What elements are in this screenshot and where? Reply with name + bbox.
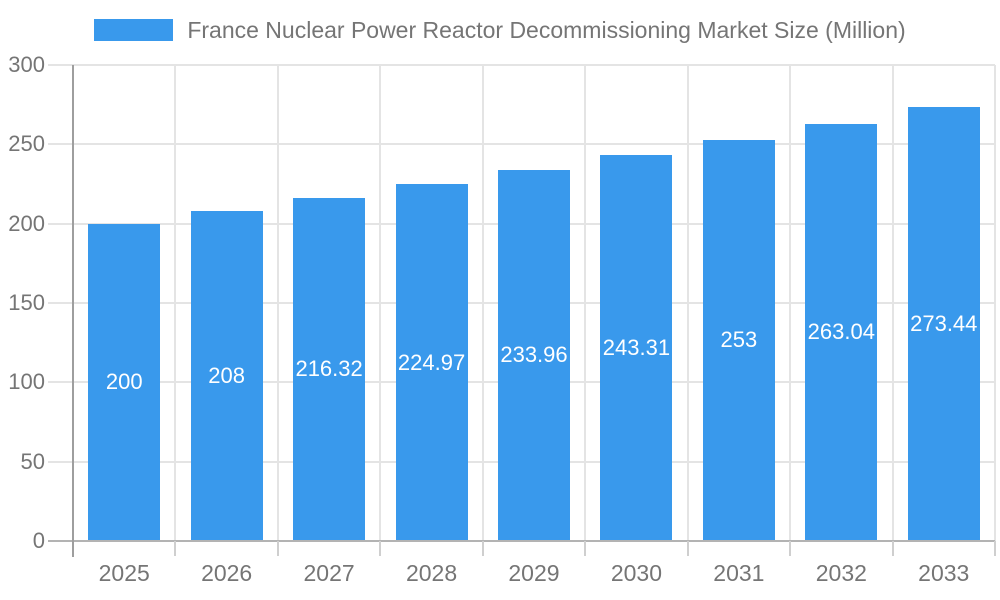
bar-2027[interactable] [293,197,366,541]
y-axis-tick-label: 0 [32,528,45,553]
gridline-horizontal [48,143,995,146]
bar-2032[interactable] [805,123,878,541]
gridline-vertical [891,65,894,541]
y-axis-tick-label: 200 [8,210,45,236]
x-axis-tick-label: 2030 [610,560,663,586]
gridline-vertical [481,65,484,541]
x-axis-tick-mark [686,541,689,556]
bar-2031[interactable] [702,139,775,541]
bar-2033[interactable] [907,107,980,541]
bar-2028[interactable] [395,184,468,541]
gridline-vertical [276,65,279,541]
bar-2030[interactable] [600,154,673,541]
x-axis-tick-mark [379,541,382,556]
x-axis-tick-label: 2025 [98,560,150,586]
x-axis-tick-mark [789,541,792,556]
legend: France Nuclear Power Reactor Decommissio… [0,8,1000,52]
x-axis-tick-label: 2032 [815,560,867,586]
x-axis-tick-label: 2027 [303,560,355,586]
bar-2029[interactable] [498,169,570,541]
legend-item[interactable]: France Nuclear Power Reactor Decommissio… [94,16,906,44]
bar-2025[interactable] [88,223,161,541]
gridline-vertical [379,65,382,541]
y-axis-line [72,65,74,557]
x-axis-tick-mark [994,541,996,556]
gridline-vertical [584,65,587,541]
y-axis-tick-label: 150 [8,290,45,315]
gridline-vertical [994,65,996,541]
gridline-horizontal [48,64,995,66]
x-axis-tick-label: 2026 [201,560,253,586]
y-axis-tick-label: 250 [8,131,45,157]
bar-2026[interactable] [190,210,263,541]
x-axis-tick-mark [174,541,177,556]
x-axis-tick-label: 2029 [508,560,560,586]
legend-swatch-icon [94,19,174,41]
x-axis-tick-label: 2033 [918,560,970,586]
y-axis-tick-label: 300 [8,52,45,77]
x-axis-tick-mark [481,541,484,556]
x-axis-tick-mark [584,541,587,556]
x-axis-tick-label: 2028 [405,560,458,586]
gridline-vertical [174,65,177,541]
y-axis-tick-label: 100 [8,369,45,395]
x-axis-tick-label: 2031 [713,560,765,586]
gridline-vertical [789,65,792,541]
gridline-vertical [686,65,689,541]
chart-title: France Nuclear Power Reactor Decommissio… [187,16,906,43]
y-axis-tick-label: 50 [20,448,45,474]
x-axis-tick-mark [276,541,279,556]
x-axis-tick-mark [891,541,894,556]
x-axis-line [48,540,995,542]
